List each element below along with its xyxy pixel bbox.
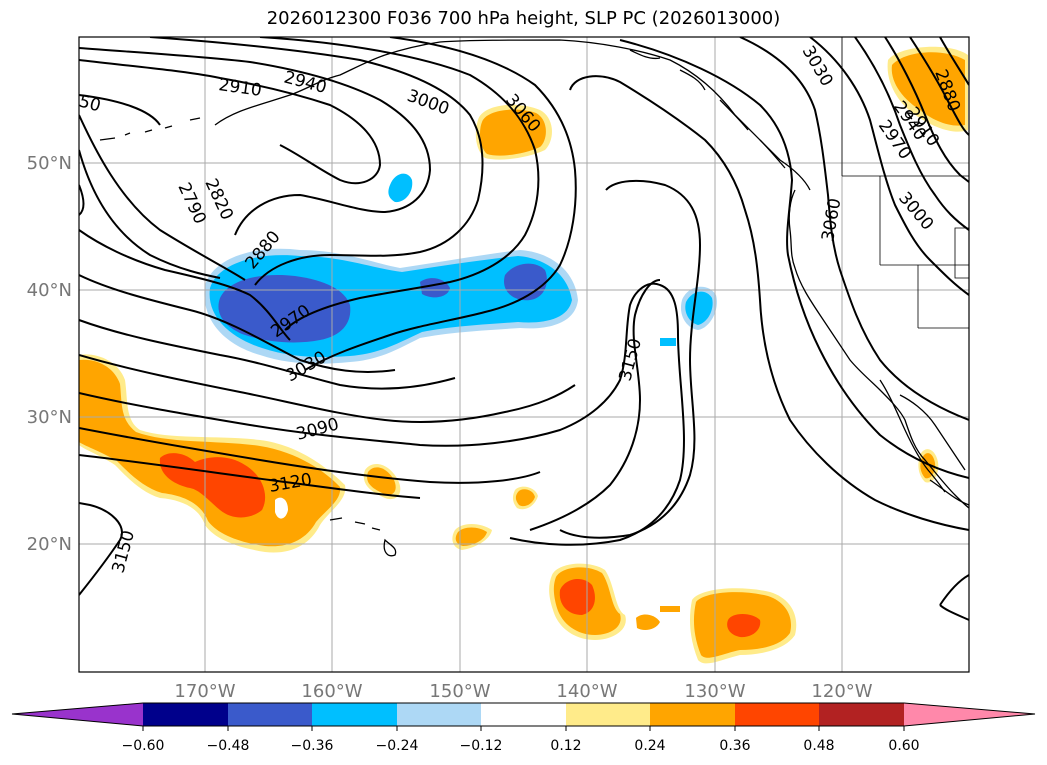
baja-california [879, 379, 946, 493]
height-contours [79, 37, 969, 621]
colorbar-tick: 0.36 [719, 738, 750, 754]
positive-anomaly-region [660, 606, 680, 612]
colorbar-segment [397, 703, 481, 726]
latitude-labels: 50°N 40°N 30°N 20°N [27, 153, 72, 555]
positive-anomaly-region [455, 527, 487, 546]
colorbar-segment [312, 703, 397, 726]
canada-islands [629, 49, 786, 169]
positive-anomaly-region [479, 109, 546, 156]
colorbar-tick: −0.48 [207, 738, 250, 754]
graticule [79, 37, 969, 672]
colorbar-tick: −0.24 [376, 738, 419, 754]
lon-label-120w: 120°W [811, 681, 872, 702]
lon-label-150w: 150°W [429, 681, 490, 702]
lat-label-40n: 40°N [27, 280, 72, 301]
colorbar-segment [143, 703, 228, 726]
positive-anomaly-region [636, 614, 660, 630]
colorbar-segment [650, 703, 735, 726]
colorbar-segment [481, 703, 566, 726]
lat-label-30n: 30°N [27, 407, 72, 428]
colorbar-segment [12, 703, 143, 726]
positive-anomaly-region [559, 578, 595, 615]
lat-label-20n: 20°N [27, 534, 72, 555]
colorbar-tick: −0.36 [291, 738, 334, 754]
colorbar-tick: 0.60 [888, 738, 919, 754]
negative-anomaly-region [218, 274, 351, 343]
colorbar-tick: −0.60 [122, 738, 165, 754]
lon-label-130w: 130°W [684, 681, 745, 702]
negative-anomaly-region [660, 338, 676, 346]
coastlines [99, 37, 969, 557]
negative-anomaly-region [388, 173, 413, 203]
lon-label-170w: 170°W [174, 681, 235, 702]
colorbar-segment [735, 703, 819, 726]
longitude-labels: 170°W 160°W 150°W 140°W 130°W 120°W [174, 681, 872, 702]
positive-anomaly-region [515, 489, 535, 507]
plot-frame [78, 36, 970, 673]
colorbar: −0.60 −0.48 −0.36 −0.24 −0.12 0.12 0.24 … [11, 702, 1036, 754]
colorbar-segment [566, 703, 650, 726]
aleutian-islands [99, 117, 201, 141]
hawaii-islands [329, 517, 397, 557]
lon-label-140w: 140°W [556, 681, 617, 702]
colorbar-tick: 0.48 [803, 738, 834, 754]
colorbar-tick: 0.24 [634, 738, 665, 754]
positive-anomaly-region [79, 359, 341, 547]
colorbar-segment [904, 703, 1035, 726]
positive-anomaly-region [727, 614, 761, 638]
mexico-coast [929, 479, 969, 506]
us-state-borders [841, 37, 969, 329]
lon-label-160w: 160°W [301, 681, 362, 702]
alaska-coast [214, 39, 811, 191]
colorbar-segment [228, 703, 312, 726]
colorbar-tick: −0.12 [460, 738, 503, 754]
lat-label-50n: 50°N [27, 153, 72, 174]
colorbar-segment [819, 703, 904, 726]
positive-anomaly-region [275, 497, 288, 519]
colorbar-tick: 0.12 [550, 738, 581, 754]
us-west-coast [788, 189, 969, 509]
positive-anomaly-region [367, 467, 396, 495]
gulf-of-california [899, 394, 966, 471]
positive-anomaly-region [891, 52, 965, 126]
map-title: 2026012300 F036 700 hPa height, SLP PC (… [266, 8, 781, 29]
